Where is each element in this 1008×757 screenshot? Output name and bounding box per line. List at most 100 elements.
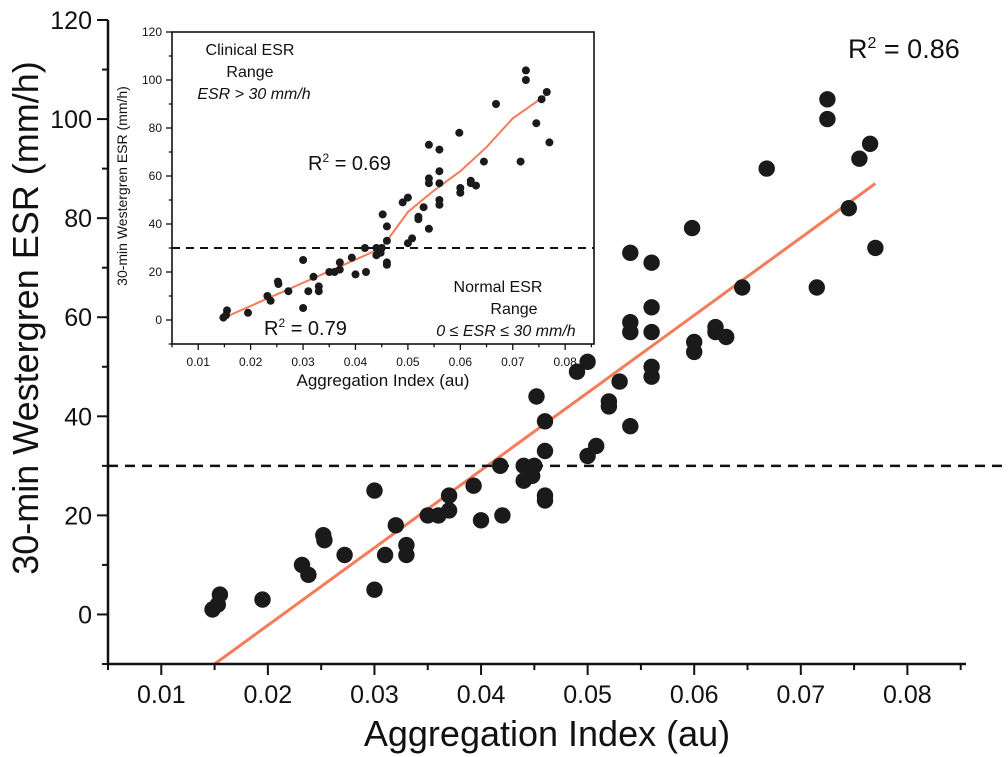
inset-point-59 <box>532 119 541 128</box>
inset-x-tick-label-5: 0.06 <box>449 355 473 369</box>
inset-y-tick-label-0: 0 <box>155 313 162 327</box>
main-point-42 <box>622 418 639 435</box>
main-point-50 <box>686 343 703 361</box>
inset-point-37 <box>414 215 423 224</box>
main-x-axis-label: Aggregation Index (au) <box>364 713 730 754</box>
main-point-45 <box>643 323 660 341</box>
main-y-tick-label-0: 0 <box>78 601 92 629</box>
main-x-tick-label-6: 0.07 <box>776 681 825 709</box>
inset-point-21 <box>360 244 369 252</box>
inset-y-tick-label-6: 120 <box>142 25 162 39</box>
main-point-47 <box>643 368 660 385</box>
main-point-60 <box>851 150 868 167</box>
inset-point-28 <box>382 222 391 231</box>
inset-r-squared-lower: R2 = 0.79 <box>264 316 347 340</box>
inset-x-tick-label-2: 0.03 <box>291 355 315 369</box>
inset-point-17 <box>335 258 344 267</box>
main-point-54 <box>734 279 751 296</box>
inset-point-56 <box>516 157 525 166</box>
main-point-11 <box>376 546 394 564</box>
main-point-41 <box>622 323 639 341</box>
inset-point-33 <box>403 193 412 202</box>
main-point-8 <box>336 546 353 564</box>
inset-point-60 <box>537 95 546 104</box>
inset-point-39 <box>424 140 433 149</box>
main-point-33 <box>579 353 596 370</box>
inset-fit-line-0 <box>223 247 383 319</box>
main-point-12 <box>387 517 404 534</box>
inset-fit-line-1 <box>380 93 548 249</box>
main-point-37 <box>600 398 618 415</box>
inset-r-squared-upper: R2 = 0.69 <box>308 151 391 175</box>
inset-points-group <box>219 66 554 322</box>
main-r-squared-sup: 2 <box>868 35 877 52</box>
inset-point-35 <box>408 234 417 243</box>
main-axes <box>106 20 966 666</box>
main-y-tick-label-3: 60 <box>64 304 92 332</box>
inset-plot-frame <box>171 31 595 345</box>
main-x-tick-label-4: 0.05 <box>563 681 612 709</box>
main-point-2 <box>211 586 229 603</box>
main-point-32 <box>568 363 586 380</box>
main-y-tick-label-6: 120 <box>50 7 92 35</box>
main-point-57 <box>819 91 836 108</box>
inset-point-27 <box>378 210 387 219</box>
inset-point-43 <box>435 145 444 154</box>
clinical-range-condition: ESR > 30 mm/h <box>197 86 310 103</box>
main-point-31 <box>536 492 554 509</box>
inset-point-47 <box>435 200 444 209</box>
inset-point-58 <box>521 76 530 84</box>
normal-range-label-2: Range <box>490 301 537 318</box>
main-point-20 <box>472 512 490 529</box>
inset-point-38 <box>419 203 428 212</box>
main-point-62 <box>867 239 884 257</box>
inset-point-61 <box>542 88 551 96</box>
main-point-56 <box>808 279 825 296</box>
main-point-5 <box>300 566 317 583</box>
inset-point-19 <box>347 253 356 262</box>
inset-x-tick-label-1: 0.02 <box>239 355 263 369</box>
main-x-tick-label-1: 0.02 <box>244 681 293 709</box>
main-point-17 <box>440 487 458 504</box>
main-point-43 <box>643 254 660 271</box>
inset-point-11 <box>304 287 313 296</box>
inset-background <box>172 32 594 344</box>
main-x-ticks: 0.01 0.02 0.03 0.04 0.05 0.06 0.07 0.08 <box>107 664 962 709</box>
inset-point-32 <box>398 198 407 207</box>
main-point-44 <box>643 299 660 316</box>
inset-y-axis-label: 30-min Westergren ESR (mm/h) <box>114 86 130 286</box>
inset-point-45 <box>435 179 444 188</box>
inset-r2-lower-sup: 2 <box>278 316 285 330</box>
main-x-tick-label-2: 0.03 <box>350 681 399 709</box>
clinical-range-label: Clinical ESR <box>206 42 295 59</box>
inset-point-54 <box>479 157 488 166</box>
main-point-35 <box>588 437 605 455</box>
inset-point-12 <box>309 272 318 281</box>
main-y-tick-label-5: 100 <box>50 106 92 134</box>
inset-x-ticks: 0.01 0.02 0.03 0.04 0.05 0.06 0.07 0.08 <box>171 344 593 369</box>
inset-r2-upper-sup: 2 <box>322 151 329 165</box>
normal-range-condition: 0 ≤ ESR ≤ 30 mm/h <box>436 323 575 340</box>
inset-point-31 <box>382 260 391 269</box>
main-point-53 <box>718 328 735 346</box>
inset-y-tick-label-5: 100 <box>142 73 162 87</box>
main-y-axis-label: 30-min Westergren ESR (mm/h) <box>5 61 46 574</box>
inset-point-8 <box>284 287 293 296</box>
main-point-61 <box>861 135 879 152</box>
inset-point-62 <box>545 138 554 147</box>
inset-point-29 <box>382 236 391 245</box>
inset-point-9 <box>299 256 308 264</box>
main-point-22 <box>494 507 511 524</box>
inset-y-tick-label-2: 40 <box>149 217 163 231</box>
main-point-27 <box>528 388 545 405</box>
inset-point-20 <box>351 270 360 279</box>
main-r-squared-r: R <box>848 34 868 64</box>
inset-y-ticks: 0 20 40 60 80 100 120 <box>142 25 172 345</box>
main-chart: 0.01 0.02 0.03 0.04 0.05 0.06 0.07 0.08 0204060… <box>5 7 1003 754</box>
main-r-squared-value: = 0.86 <box>876 34 959 64</box>
main-point-7 <box>316 532 333 549</box>
inset-point-53 <box>472 181 480 190</box>
inset-point-57 <box>521 66 530 75</box>
inset-point-48 <box>455 128 464 137</box>
